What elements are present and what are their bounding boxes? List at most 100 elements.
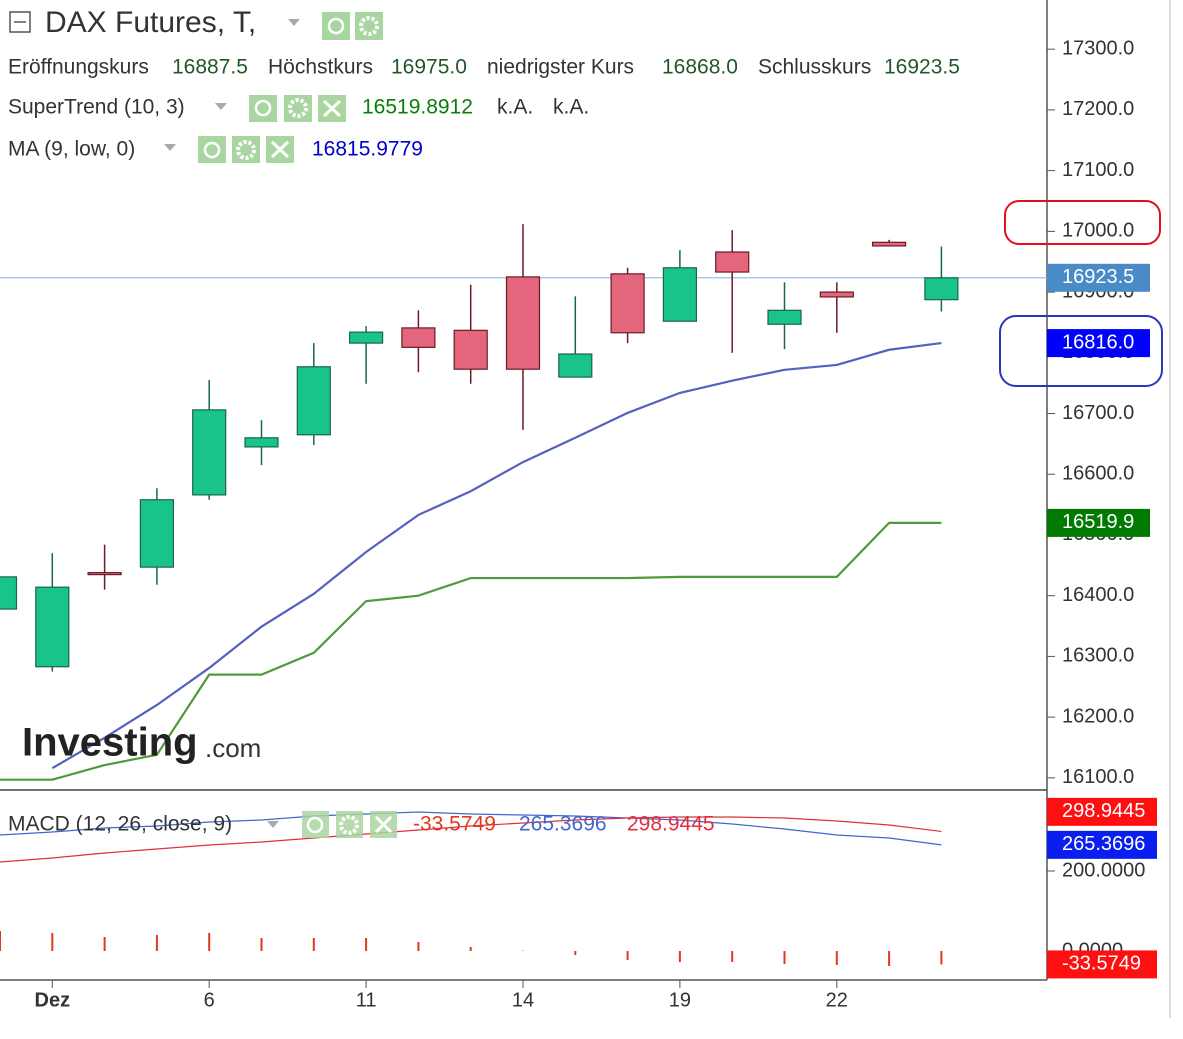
- y-tick-label: 16300.0: [1062, 645, 1134, 667]
- y-tick-label: 16700.0: [1062, 402, 1134, 424]
- y-tick-label: 17300.0: [1062, 37, 1134, 59]
- y-tick-label: 16100.0: [1062, 766, 1134, 788]
- price-badge-label: 16519.9: [1062, 511, 1134, 533]
- macd-panel: [0, 811, 943, 966]
- ohlc-label: niedrigster Kurs: [487, 56, 634, 79]
- histogram-bar: [678, 951, 681, 962]
- indicator-value: 16815.9779: [312, 138, 423, 161]
- histogram-bar: [940, 951, 943, 965]
- watermark-suffix: .com: [205, 733, 261, 763]
- ohlc-value: 16887.5: [172, 56, 248, 79]
- price-panel: [0, 224, 1047, 781]
- y-tick-label: 200.0000: [1062, 859, 1145, 881]
- price-badge: [1047, 263, 1150, 292]
- histogram-bar: [731, 951, 734, 962]
- candle-body: [244, 437, 279, 448]
- histogram-bar: [888, 951, 891, 966]
- dropdown-icon[interactable]: [288, 19, 300, 26]
- histogram-bar: [0, 931, 1, 951]
- price-badge: [1047, 508, 1150, 537]
- candle-body: [296, 366, 331, 436]
- histogram-bar: [155, 935, 158, 951]
- indicator-name: MA (9, low, 0): [8, 138, 135, 161]
- visibility-button[interactable]: [302, 811, 329, 838]
- candle-body: [87, 572, 122, 576]
- price-badge-label: -33.5749: [1062, 953, 1141, 975]
- dropdown-icon[interactable]: [164, 144, 176, 151]
- price-badge-label: 298.9445: [1062, 800, 1145, 822]
- frame: [0, 0, 1171, 1018]
- ohlc-label: Eröffnungskurs: [8, 56, 149, 79]
- price-badge-label: 16923.5: [1062, 266, 1134, 288]
- y-tick-label: 17100.0: [1062, 159, 1134, 181]
- histogram-bar: [312, 938, 315, 951]
- candle-body: [767, 309, 802, 325]
- chart-title: DAX Futures, T,: [45, 6, 256, 39]
- visibility-button[interactable]: [198, 136, 226, 163]
- candle-body: [349, 331, 384, 344]
- candle-body: [610, 273, 645, 334]
- y-tick-label: 16400.0: [1062, 584, 1134, 606]
- candle-body: [401, 327, 436, 348]
- price-badge: [1047, 950, 1157, 979]
- indicator-value: 298.9445: [627, 813, 715, 836]
- price-badge-label: 16816.0: [1062, 331, 1134, 353]
- indicator-name: SuperTrend (10, 3): [8, 96, 185, 119]
- dropdown-icon[interactable]: [215, 103, 227, 110]
- highlight-blue: [999, 315, 1163, 387]
- collapse-button[interactable]: [9, 11, 31, 33]
- visibility-button[interactable]: [249, 95, 277, 122]
- candle-body: [819, 291, 854, 298]
- eye-icon: [306, 816, 324, 834]
- eye-icon: [327, 17, 345, 35]
- histogram-bar: [469, 947, 472, 951]
- candle-body: [871, 241, 907, 247]
- macd-line: [0, 816, 942, 863]
- legend-header: DAX Futures, T, Eröffnungskurs 16887.5 Höc…: [8, 6, 960, 838]
- indicator-value: -33.5749: [413, 813, 496, 836]
- gear-icon: [359, 16, 379, 36]
- dropdown-icon[interactable]: [267, 821, 279, 828]
- x-tick-label: 14: [512, 989, 534, 1011]
- close-icon: [270, 140, 290, 159]
- candle-body: [662, 267, 698, 322]
- eye-icon: [254, 99, 272, 117]
- y-tick-label: 17000.0: [1062, 220, 1134, 242]
- y-tick-label: 16200.0: [1062, 705, 1134, 727]
- x-tick-label: 19: [669, 989, 691, 1011]
- ohlc-label: Höchstkurs: [268, 56, 373, 79]
- histogram-bar: [574, 951, 577, 955]
- histogram-bar: [417, 942, 420, 951]
- candle-body: [139, 499, 174, 568]
- close-icon: [374, 815, 393, 834]
- indicator-value: 16519.8912: [362, 96, 473, 119]
- histogram-bar: [626, 951, 629, 960]
- candle-body: [924, 277, 959, 301]
- candle-body: [0, 576, 18, 610]
- close-icon: [322, 99, 342, 118]
- gear-icon: [236, 140, 256, 160]
- histogram-bar: [365, 938, 368, 951]
- histogram-bar: [835, 951, 838, 965]
- price-badge: [1047, 830, 1157, 859]
- x-tick-label: 22: [826, 989, 848, 1011]
- price-badge: [1047, 329, 1150, 358]
- ohlc-value: 16868.0: [662, 56, 738, 79]
- y-tick-label: 16600.0: [1062, 463, 1134, 485]
- overlay-line: [51, 342, 942, 770]
- price-badges: 16923.5 16519.9 16816.0 -33.5749 265.3696 298…: [1047, 263, 1157, 979]
- visibility-button[interactable]: [322, 12, 350, 40]
- gear-icon: [288, 98, 308, 118]
- ohlc-value: 16923.5: [884, 56, 960, 79]
- highlight-red: [1004, 200, 1161, 245]
- indicator-name: MACD (12, 26, close, 9): [8, 813, 232, 836]
- candle-body: [505, 276, 541, 370]
- candle-body: [35, 586, 70, 668]
- price-badge-label: 265.3696: [1062, 833, 1145, 855]
- gear-icon: [339, 815, 359, 835]
- histogram-bar: [51, 933, 54, 951]
- candle-body: [558, 353, 593, 378]
- annotations: [999, 200, 1163, 387]
- histogram-bar: [103, 937, 106, 951]
